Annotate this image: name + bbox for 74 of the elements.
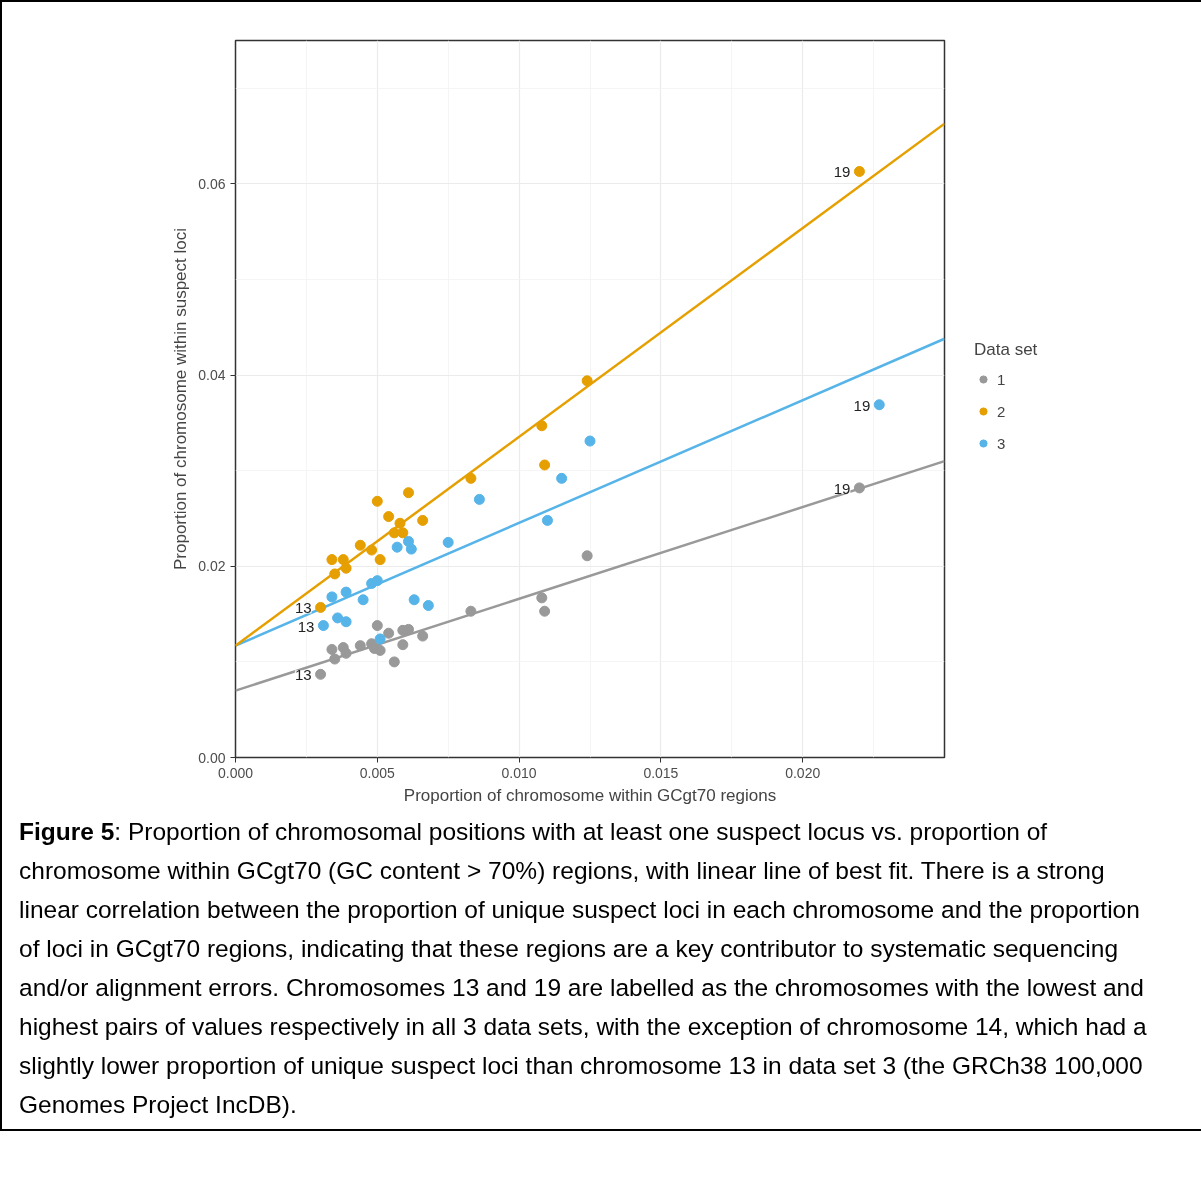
annotation: 13 [297,617,315,635]
x-tick-label: 0.015 [643,764,679,781]
point [357,594,369,606]
y-tick-label: 0.06 [198,175,226,192]
point [581,375,593,387]
point [326,643,338,655]
annotation: 13 [294,599,312,617]
point [388,656,400,668]
legend-label: 1 [997,369,1007,390]
point [536,592,548,604]
point [539,605,551,617]
point [315,601,327,613]
point [584,435,596,447]
point [317,620,329,632]
point [408,594,420,606]
point [581,550,593,562]
text: Figure 5: Proportion of chromosomal positions with at least one suspect locus vs. proportion of chromosome within GCgt70 (GC content > 70%) regions, with linear line of best fit. There is a strong linear correlation between the proportion of unique suspect loci in each chromosome and the proportion of loci in GCgt70 regions, indicating that these regions are a key contributor to systematic sequencing and/or alignment errors. Chromosomes 13 and 19 are labelled as the chromosomes with the lowest and highest pairs of values respectively in all 3 data sets, with the exception of chromosome 14, which had a slightly lower proportion of unique suspect loci than chromosome 13 in data set 3 (the GRCh38 100,000 Genomes Project IncDB). [19,818,1147,1118]
x-tick-label: 0.000 [217,764,254,781]
legend-label: 2 [997,401,1007,422]
point [405,543,417,555]
x-tick-label: 0.020 [785,764,821,781]
x-axis-title: Proportion of chromosome within GCgt70 regions [403,785,777,805]
y-tick-label: 0.04 [198,367,226,384]
point [371,620,383,632]
y-tick-label: 0.02 [198,558,226,575]
point [326,591,338,603]
annotation: 19 [853,396,871,414]
annotation: 19 [833,479,851,497]
point [374,633,386,645]
point [383,511,395,523]
point [442,536,454,548]
annotation: 19 [833,163,851,181]
point [391,541,403,553]
point [397,639,409,651]
point [340,586,352,598]
point [371,495,383,507]
point [536,420,548,432]
point [417,630,429,642]
legend-label: 3 [997,433,1007,454]
point [340,616,352,628]
point [539,459,551,471]
point [465,472,477,484]
point [354,640,366,652]
point [326,554,338,566]
x-tick-label: 0.010 [501,764,537,781]
annotation: 13 [294,666,312,684]
y-axis-title: Proportion of chromosome within suspect loci [171,227,191,571]
point [315,668,327,680]
point [465,605,477,617]
point [340,647,352,659]
point [422,600,434,611]
point [366,544,378,556]
point [354,539,366,551]
point [873,399,885,411]
point [403,487,414,499]
point [374,554,386,566]
point [332,612,344,624]
point [337,554,349,566]
point [340,562,352,574]
point [853,165,865,177]
point [383,627,395,639]
legend-title: Data set [974,340,1038,360]
point [371,575,383,587]
point [417,514,429,526]
point [541,514,553,526]
point [473,493,485,505]
point [556,472,568,484]
point [394,517,406,529]
point [329,653,341,665]
point [329,568,341,580]
y-tick-label: 0.00 [198,749,226,766]
x-tick-label: 0.005 [359,764,396,781]
point [853,482,865,494]
point [397,527,409,539]
